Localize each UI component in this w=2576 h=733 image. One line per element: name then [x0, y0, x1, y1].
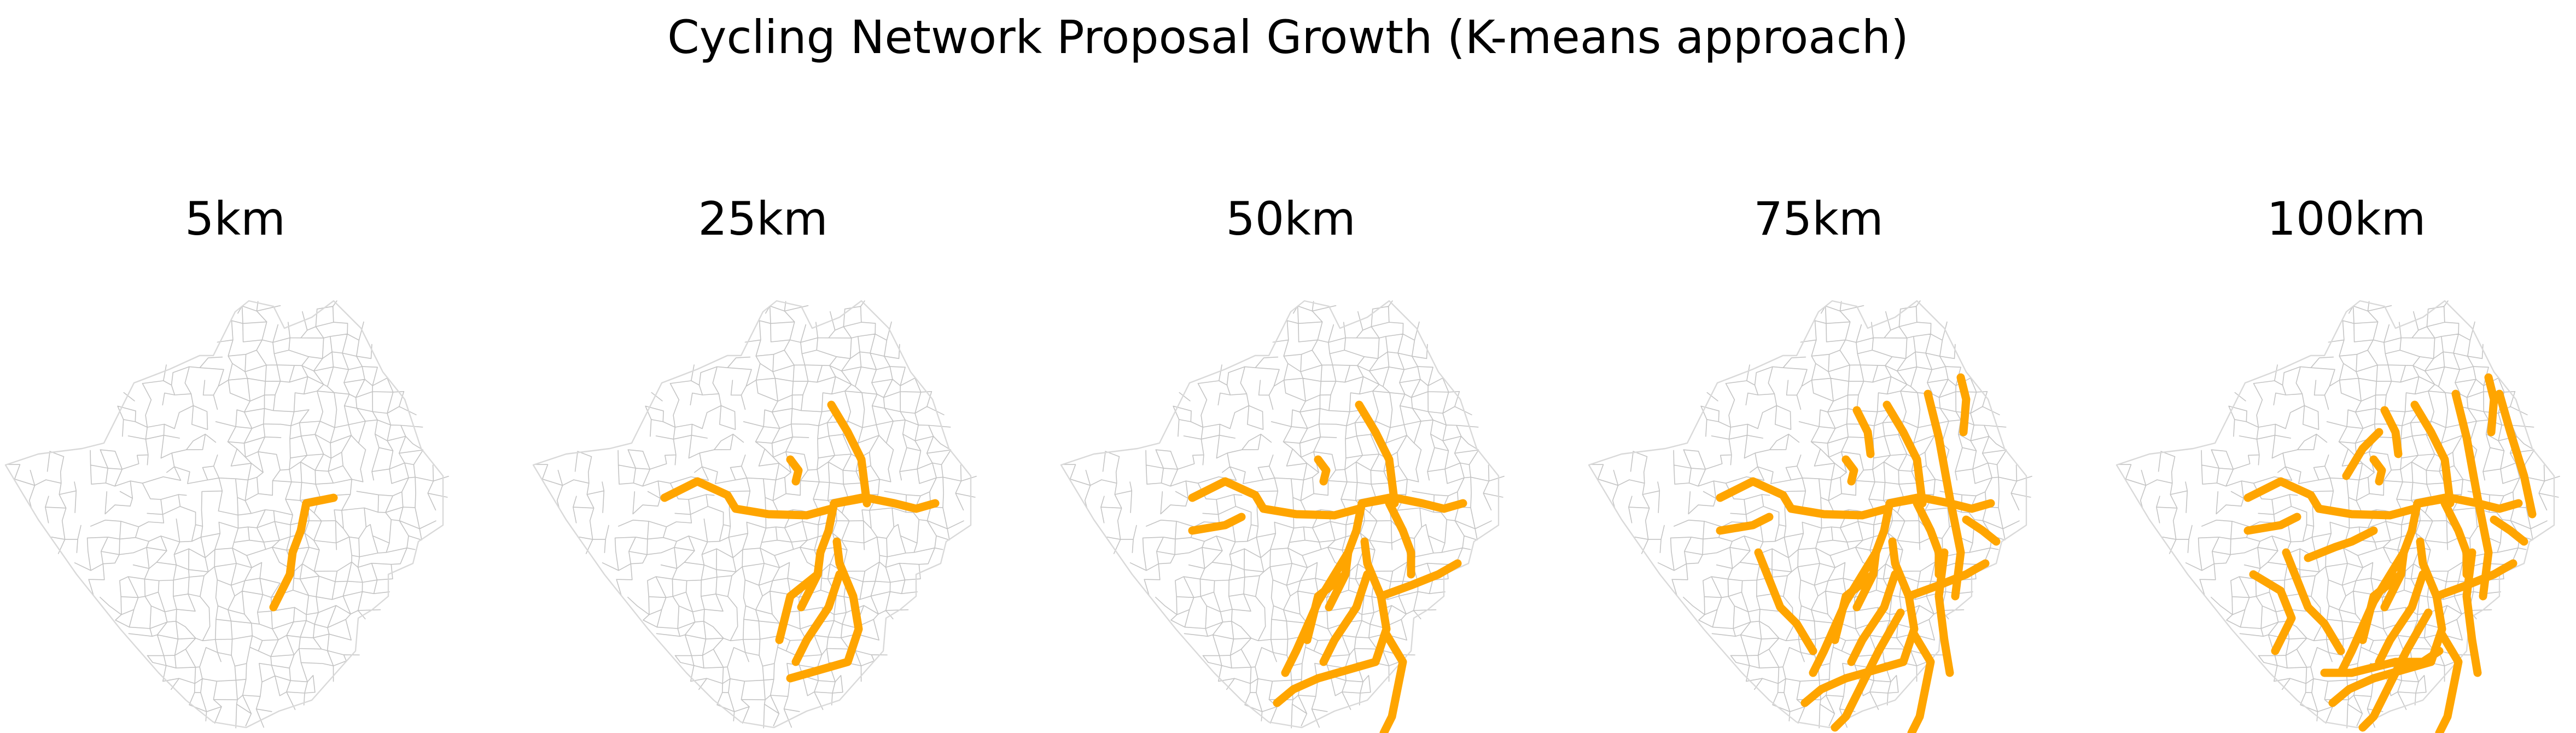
network-route	[1385, 499, 1415, 579]
map-panel: 25km	[532, 191, 993, 733]
network-route	[1377, 559, 1462, 601]
network-route	[1716, 513, 1774, 535]
network-route	[786, 537, 863, 683]
network-route	[1360, 493, 1467, 513]
network-route	[2328, 674, 2378, 707]
panel-title: 5km	[185, 192, 285, 246]
network-map	[4, 300, 449, 729]
city-outline	[1060, 300, 1500, 729]
map-layer	[532, 300, 977, 729]
network-route	[2375, 570, 2427, 666]
network-route	[2249, 570, 2296, 655]
network-route	[1924, 389, 1965, 601]
network-route	[2432, 559, 2517, 601]
network-route	[2336, 548, 2408, 677]
network-route	[2462, 548, 2482, 677]
network-route	[2495, 389, 2537, 519]
map-panel: 5km	[4, 191, 465, 733]
network-route	[1188, 477, 1363, 520]
network-route	[1907, 630, 1935, 733]
network-route	[2435, 630, 2463, 733]
network-map	[532, 300, 977, 729]
network-route	[1888, 493, 1995, 513]
network-route	[1754, 548, 1817, 655]
network-route	[2451, 389, 2493, 601]
network-route	[2243, 513, 2301, 535]
network-route	[827, 400, 871, 508]
panel-title: 50km	[1226, 192, 1356, 246]
network-route	[2484, 373, 2498, 437]
district-boundary	[7, 300, 449, 729]
network-route	[1883, 400, 1927, 508]
network-route	[786, 455, 803, 486]
map-panel: 100km	[2115, 191, 2576, 733]
figure-title: Cycling Network Proposal Growth (K-means…	[667, 10, 1909, 64]
network-map	[2115, 300, 2560, 733]
network-route	[2410, 400, 2455, 508]
map-layer	[1588, 300, 2032, 733]
network-route	[2342, 428, 2383, 480]
panel-title: 100km	[2266, 192, 2426, 246]
network-route	[1379, 630, 1407, 733]
network-route	[1962, 515, 2001, 546]
network-route	[2380, 406, 2403, 458]
network-route	[1852, 406, 1875, 458]
network-route	[1314, 537, 1391, 683]
network-route	[1355, 400, 1399, 508]
panel-title: 75km	[1753, 192, 1884, 246]
network-route	[1800, 674, 1850, 707]
network-route	[1281, 548, 1353, 677]
network-route	[1314, 455, 1331, 486]
city-outline	[2115, 300, 2555, 729]
map-layer	[4, 300, 449, 729]
map-panel: 75km	[1588, 191, 2048, 733]
network-route	[1319, 570, 1372, 666]
network-route	[660, 477, 836, 520]
network-route	[832, 493, 940, 513]
network-route	[2358, 608, 2433, 732]
network-route	[2282, 548, 2345, 655]
district-boundary	[534, 300, 977, 729]
map-layer	[1060, 300, 1505, 733]
network-route	[1904, 559, 1990, 601]
city-outline	[4, 300, 444, 729]
panel-title: 25km	[698, 192, 828, 246]
network-route	[1847, 570, 1899, 666]
network-route	[1934, 548, 1954, 677]
network-route	[1831, 608, 1905, 732]
network-map	[1588, 300, 2032, 733]
network-route	[1188, 513, 1246, 535]
map-layer	[2115, 300, 2560, 733]
map-panel: 50km	[1060, 191, 1520, 733]
network-route	[2416, 493, 2523, 513]
network-route	[2243, 477, 2419, 520]
network-route	[1841, 537, 1919, 683]
network-route	[2304, 526, 2378, 562]
network-route	[1716, 477, 1891, 520]
network-route	[1273, 674, 1322, 707]
network-route	[2369, 455, 2386, 486]
network-route	[791, 570, 844, 666]
district-boundary	[1062, 300, 1505, 729]
network-route	[269, 493, 338, 612]
network-route	[1841, 455, 1858, 486]
network-route	[2490, 515, 2528, 546]
network-map	[1060, 300, 1505, 733]
network-route	[1809, 548, 1880, 677]
city-outline	[532, 300, 972, 729]
city-outline	[1588, 300, 2027, 729]
network-route	[2320, 647, 2444, 677]
network-route	[1956, 373, 1971, 437]
network-route	[775, 570, 822, 644]
